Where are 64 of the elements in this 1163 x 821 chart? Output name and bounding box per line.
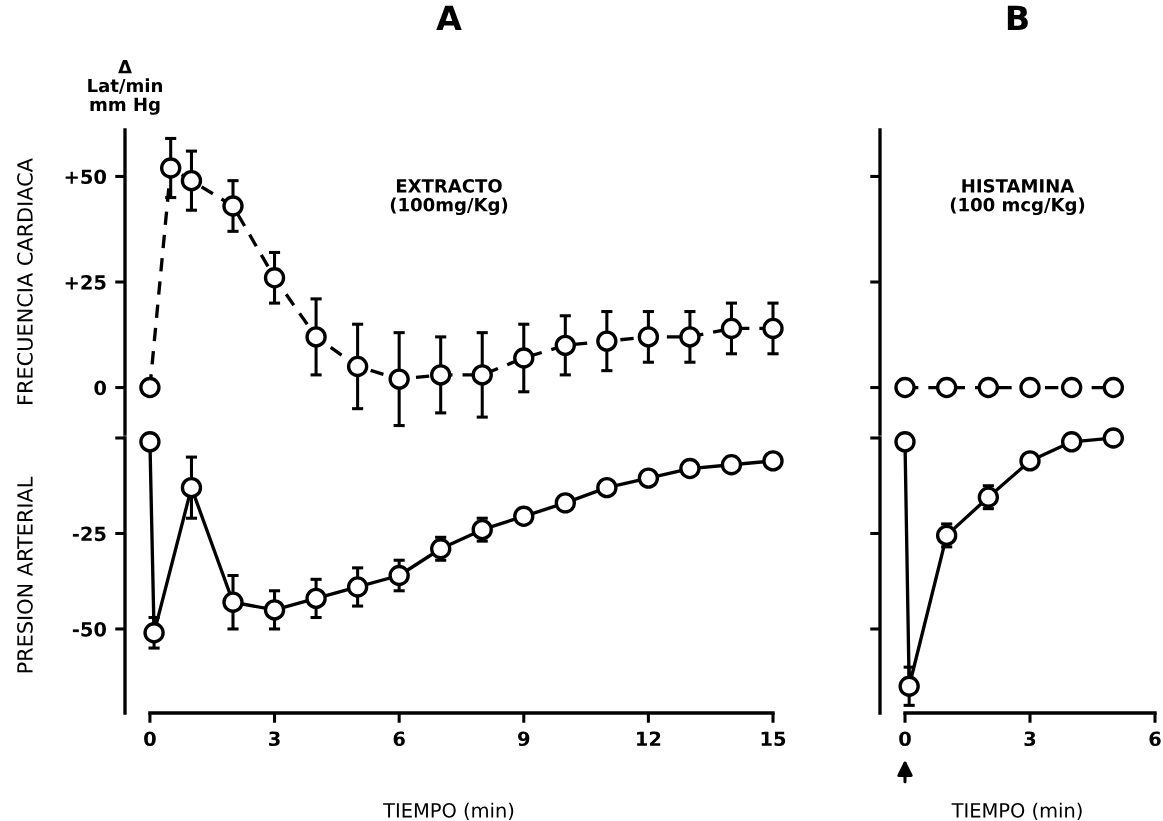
annotation: HISTAMINA (100 mcg/Kg) (950, 178, 1085, 216)
point (596, 476, 618, 499)
point (679, 457, 701, 480)
y-tick-label: -50 (72, 621, 107, 637)
point (180, 169, 203, 192)
point (935, 524, 958, 547)
point (637, 326, 660, 348)
point (346, 576, 369, 598)
point (159, 157, 182, 179)
y-axis-title: FRECUENCIA CARDIACA (17, 158, 33, 404)
point (388, 564, 410, 587)
x-tick-label: 6 (393, 731, 405, 747)
point (596, 330, 618, 352)
point (471, 364, 493, 386)
point (180, 476, 203, 499)
point (263, 267, 286, 289)
point (388, 368, 410, 390)
x-tick-label: 3 (1024, 731, 1036, 747)
x-tick-label: 15 (761, 731, 786, 747)
x-tick-label: 6 (1149, 731, 1161, 747)
point (429, 364, 452, 386)
chart-title: B (1007, 5, 1028, 30)
chart-title: A (436, 5, 462, 30)
point (554, 334, 577, 357)
point (305, 326, 327, 348)
point (429, 538, 452, 560)
point (554, 492, 577, 514)
point (222, 195, 244, 217)
x-axis-title: TIEMPO (min) (951, 802, 1082, 820)
x-axis-title: TIEMPO (min) (383, 802, 514, 820)
point (720, 317, 743, 340)
point (143, 622, 165, 644)
x-tick-label: 3 (269, 731, 280, 747)
y-tick-label: +25 (65, 274, 106, 290)
x-tick-label: 0 (899, 731, 911, 747)
point (139, 376, 161, 399)
point (1102, 427, 1125, 449)
point (263, 599, 286, 621)
point (1019, 450, 1041, 472)
point (471, 518, 493, 541)
x-tick-label: 9 (518, 731, 530, 747)
point (762, 317, 784, 340)
point (898, 675, 920, 697)
text: Δ Lat/min mm Hg (88, 60, 162, 115)
point (720, 454, 743, 476)
point (222, 591, 244, 613)
point (139, 431, 161, 453)
point (762, 450, 784, 472)
x-tick-label: 12 (637, 731, 661, 746)
y-tick-label: +50 (65, 169, 107, 185)
point (513, 347, 535, 369)
x-tick-label: 0 (144, 731, 156, 747)
y-axis-title: PRESION ARTERIAL (17, 476, 33, 673)
y-tick-label: -25 (72, 526, 106, 542)
point (977, 486, 1000, 508)
annotation: EXTRACTO (100mg/Kg) (390, 178, 508, 216)
point (513, 505, 535, 527)
point (679, 326, 701, 348)
point (346, 355, 369, 378)
point (1060, 431, 1083, 453)
point (305, 587, 327, 610)
point (894, 431, 916, 453)
point (637, 467, 660, 489)
y-tick-label: 0 (94, 380, 107, 396)
